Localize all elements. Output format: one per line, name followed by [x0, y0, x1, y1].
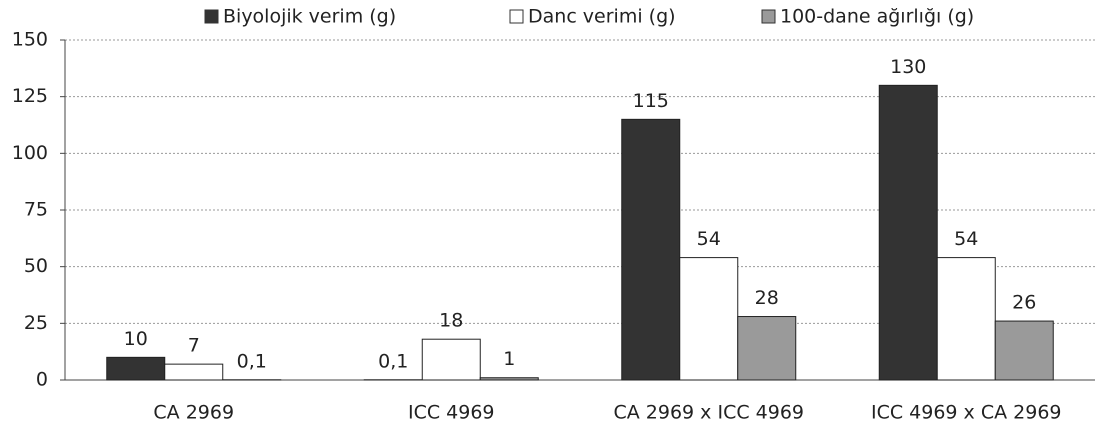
value-label: 7	[188, 335, 200, 357]
bar	[737, 316, 797, 381]
value-label: 1	[503, 348, 515, 370]
bar	[164, 363, 224, 381]
value-label: 10	[124, 328, 148, 350]
bar	[479, 377, 539, 381]
bar	[106, 356, 166, 381]
value-label: 115	[633, 90, 669, 112]
legend-swatch	[761, 9, 776, 24]
x-tick-label: CA 2969	[153, 402, 234, 424]
bar	[936, 257, 996, 381]
value-label: 54	[954, 228, 978, 250]
legend-label: Biyolojik verim (g)	[223, 6, 396, 28]
x-tick-label: ICC 4969	[408, 402, 495, 424]
legend-label: Danc verimi (g)	[528, 6, 676, 28]
y-tick-label: 75	[24, 199, 48, 221]
value-label: 26	[1012, 292, 1036, 314]
y-tick-label: 25	[24, 312, 48, 334]
value-label: 0,1	[237, 350, 267, 372]
bar	[679, 257, 739, 381]
value-label: 28	[755, 287, 779, 309]
x-tick-label: ICC 4969 x CA 2969	[871, 402, 1062, 424]
y-tick-label: 50	[24, 255, 48, 277]
x-tick-label: CA 2969 x ICC 4969	[613, 402, 804, 424]
value-label: 18	[439, 310, 463, 332]
legend-swatch	[509, 9, 524, 24]
value-label: 0,1	[378, 350, 408, 372]
y-tick-label: 125	[12, 85, 48, 107]
bar	[878, 84, 938, 381]
value-label: 54	[697, 228, 721, 250]
y-tick-label: 150	[12, 29, 48, 51]
bar	[621, 118, 681, 381]
bar	[421, 338, 481, 381]
y-tick-label: 100	[12, 142, 48, 164]
legend-label: 100-dane ağırlığı (g)	[780, 6, 974, 28]
bar	[994, 320, 1054, 381]
y-tick-label: 0	[36, 369, 48, 391]
legend-swatch	[204, 9, 219, 24]
value-label: 130	[890, 56, 926, 78]
